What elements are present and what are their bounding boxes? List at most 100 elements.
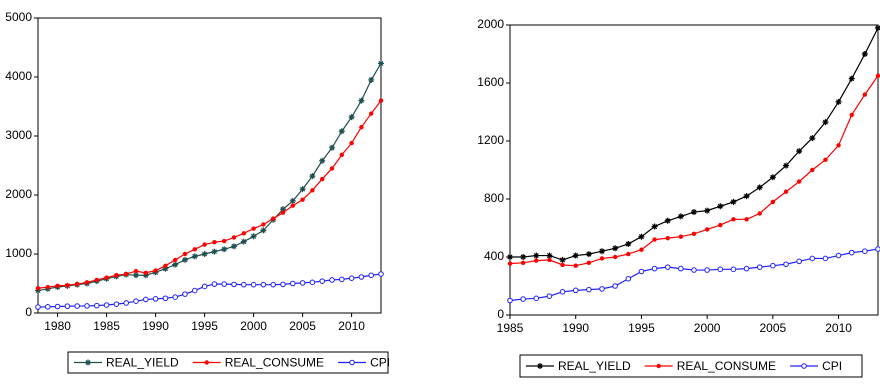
marker xyxy=(358,274,365,280)
marker xyxy=(309,173,316,180)
x-tick-label: 1980 xyxy=(44,319,71,333)
marker xyxy=(875,24,880,31)
y-tick-label: 0 xyxy=(497,307,504,321)
marker xyxy=(534,258,539,263)
marker xyxy=(520,260,526,265)
y-tick-label: 2000 xyxy=(477,17,504,31)
marker xyxy=(133,272,139,279)
marker xyxy=(573,263,578,268)
marker xyxy=(369,111,374,116)
marker xyxy=(320,176,325,182)
marker xyxy=(163,263,168,268)
y-tick-label: 0 xyxy=(25,305,32,319)
marker xyxy=(875,246,880,252)
marker xyxy=(730,266,737,273)
marker xyxy=(848,249,855,256)
marker xyxy=(743,265,750,272)
marker xyxy=(849,112,854,118)
marker xyxy=(280,210,286,215)
marker xyxy=(319,157,326,164)
marker xyxy=(231,235,237,240)
marker xyxy=(251,226,256,231)
marker xyxy=(718,222,723,228)
y-tick-label: 2000 xyxy=(5,187,32,201)
marker xyxy=(153,268,158,273)
marker xyxy=(231,281,237,288)
marker xyxy=(271,216,276,221)
marker xyxy=(329,144,335,151)
marker xyxy=(572,287,579,294)
marker xyxy=(329,277,335,283)
x-tick-label: 1995 xyxy=(191,319,218,333)
marker xyxy=(678,265,684,272)
y-tick-label: 1200 xyxy=(477,133,504,147)
marker xyxy=(359,124,364,130)
marker xyxy=(133,268,139,274)
x-tick-label: 2010 xyxy=(825,321,852,335)
marker xyxy=(241,281,247,288)
marker xyxy=(862,248,868,254)
marker xyxy=(338,128,345,135)
marker xyxy=(201,251,208,257)
marker xyxy=(55,283,60,289)
marker xyxy=(114,273,119,278)
legend-box xyxy=(519,354,863,378)
marker xyxy=(796,179,802,184)
marker xyxy=(85,359,91,366)
marker xyxy=(612,283,618,289)
marker xyxy=(162,295,169,302)
x-tick-label: 1985 xyxy=(497,321,524,335)
marker xyxy=(290,203,295,208)
marker xyxy=(222,238,227,244)
marker xyxy=(612,245,619,252)
marker xyxy=(651,265,658,272)
marker xyxy=(368,76,375,83)
marker xyxy=(639,247,644,252)
marker xyxy=(704,207,711,214)
marker xyxy=(822,119,829,126)
marker xyxy=(241,231,246,236)
marker xyxy=(339,152,344,158)
marker xyxy=(94,277,100,283)
marker xyxy=(162,265,169,272)
marker xyxy=(378,60,384,67)
marker xyxy=(182,291,188,297)
plot-frame xyxy=(37,17,382,314)
marker xyxy=(270,281,277,288)
y-tick-label: 1000 xyxy=(5,246,32,260)
marker xyxy=(665,235,670,241)
marker xyxy=(378,271,384,277)
marker xyxy=(261,222,266,227)
marker xyxy=(348,114,355,121)
marker xyxy=(809,135,816,142)
series-line xyxy=(37,100,382,289)
marker xyxy=(677,213,684,220)
marker xyxy=(143,296,149,303)
marker xyxy=(349,140,354,146)
marker xyxy=(835,252,842,259)
marker xyxy=(572,252,579,259)
marker xyxy=(221,281,227,287)
y-tick-label: 4000 xyxy=(5,69,32,83)
marker xyxy=(691,267,697,273)
marker xyxy=(212,240,217,245)
marker xyxy=(299,280,306,286)
marker xyxy=(231,243,237,250)
marker xyxy=(731,217,736,222)
marker xyxy=(599,286,605,292)
marker xyxy=(123,300,129,306)
legend-label: REAL_YIELD xyxy=(558,359,631,373)
marker xyxy=(192,287,198,294)
marker xyxy=(45,304,51,310)
marker xyxy=(796,258,802,265)
x-tick-label: 1985 xyxy=(93,319,120,333)
marker xyxy=(664,264,671,270)
marker xyxy=(250,281,257,288)
marker xyxy=(612,254,618,260)
marker xyxy=(656,363,661,369)
marker xyxy=(124,271,129,277)
marker xyxy=(599,248,605,255)
marker xyxy=(173,257,178,263)
marker xyxy=(586,286,592,293)
